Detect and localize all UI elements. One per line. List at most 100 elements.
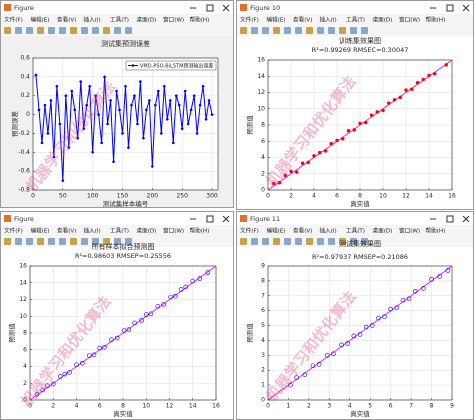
menu-item[interactable]: 工具(T)	[346, 228, 365, 235]
menu-item[interactable]: 插入(I)	[320, 227, 337, 235]
toolbar-icon[interactable]	[317, 27, 324, 34]
toolbar-icon[interactable]	[240, 238, 247, 245]
data-point	[118, 108, 121, 112]
menu-item[interactable]: 编辑(E)	[267, 16, 286, 24]
toolbar-icon[interactable]	[48, 27, 55, 34]
menu-item[interactable]: 文件(F)	[240, 227, 259, 235]
menu-item[interactable]: 编辑(E)	[31, 227, 50, 235]
maximize-button[interactable]	[206, 4, 214, 12]
menu-item[interactable]: 工具(T)	[346, 17, 365, 24]
menu-item[interactable]: 插入(I)	[84, 16, 101, 24]
menu-item[interactable]: 窗口(W)	[399, 227, 420, 235]
toolbar-icon[interactable]	[26, 27, 33, 34]
maximize-button[interactable]	[446, 4, 454, 12]
toolbar-icon[interactable]	[295, 238, 302, 245]
menu-item[interactable]: 查看(V)	[57, 16, 76, 24]
menu-item[interactable]: 编辑(E)	[31, 16, 50, 24]
menu-item[interactable]: 窗口(W)	[399, 16, 420, 24]
menu-item[interactable]: 桌面(D)	[137, 16, 157, 24]
toolbar-icon[interactable]	[361, 238, 368, 245]
toolbar-icon[interactable]	[103, 27, 110, 34]
toolbar-icon[interactable]	[273, 27, 280, 34]
toolbar-icon[interactable]	[114, 238, 121, 245]
menu-item[interactable]: 文件(F)	[4, 227, 23, 235]
menu-item[interactable]: 工具(T)	[110, 17, 129, 24]
toolbar-icon[interactable]	[92, 238, 99, 245]
menu-item[interactable]: 桌面(D)	[137, 227, 157, 235]
menu-item[interactable]: 查看(V)	[293, 227, 312, 235]
menu-item[interactable]: 帮助(H)	[426, 16, 446, 24]
toolbar-icon[interactable]	[251, 238, 258, 245]
toolbar-icon[interactable]	[328, 27, 335, 34]
toolbar-icon[interactable]	[328, 238, 335, 245]
toolbar-icon[interactable]	[251, 27, 258, 34]
toolbar-icon[interactable]	[350, 27, 357, 34]
data-point	[106, 122, 109, 126]
menu-item[interactable]: 窗口(W)	[163, 16, 184, 24]
x-tick-label: 12	[402, 193, 410, 200]
toolbar-icon[interactable]	[4, 238, 11, 245]
toolbar-icon[interactable]	[48, 238, 55, 245]
toolbar-icon[interactable]	[262, 27, 269, 34]
toolbar-icon[interactable]	[81, 238, 88, 245]
toolbar-icon[interactable]	[70, 27, 77, 34]
toolbar-icon[interactable]	[317, 238, 324, 245]
menu-item[interactable]: 窗口(W)	[163, 227, 184, 235]
maximize-button[interactable]	[446, 215, 454, 223]
toolbar-icon[interactable]	[361, 27, 368, 34]
menu-item[interactable]: 插入(I)	[84, 227, 101, 235]
toolbar-icon[interactable]	[273, 238, 280, 245]
toolbar-icon[interactable]	[26, 238, 33, 245]
toolbar-icon[interactable]	[37, 238, 44, 245]
toolbar-icon[interactable]	[240, 27, 247, 34]
toolbar-icon[interactable]	[114, 27, 121, 34]
data-point	[204, 117, 208, 121]
toolbar-icon[interactable]	[339, 27, 346, 34]
toolbar-icon[interactable]	[15, 238, 22, 245]
x-tick-label: 2	[51, 403, 55, 410]
toolbar-icon[interactable]	[59, 27, 66, 34]
toolbar-icon[interactable]	[81, 27, 88, 34]
maximize-button[interactable]	[206, 215, 214, 223]
toolbar-icon[interactable]	[262, 238, 269, 245]
toolbar-icon[interactable]	[4, 27, 11, 34]
menu-item[interactable]: 查看(V)	[293, 16, 312, 24]
menu-item[interactable]: 工具(T)	[110, 228, 129, 235]
data-point	[302, 372, 308, 377]
toolbar-icon[interactable]	[339, 238, 346, 245]
data-point	[357, 332, 363, 337]
toolbar-icon[interactable]	[350, 238, 357, 245]
toolbar-icon[interactable]	[59, 238, 66, 245]
menu-item[interactable]: 编辑(E)	[267, 227, 286, 235]
menu-item[interactable]: 桌面(D)	[373, 227, 393, 235]
toolbar-icon[interactable]	[306, 238, 313, 245]
close-button[interactable]	[462, 4, 470, 12]
toolbar-icon[interactable]	[284, 27, 291, 34]
toolbar-icon[interactable]	[306, 27, 313, 34]
toolbar-icon[interactable]	[284, 238, 291, 245]
menu-item[interactable]: 帮助(H)	[190, 227, 210, 235]
menu-item[interactable]: 文件(F)	[240, 16, 259, 24]
toolbar-icon[interactable]	[103, 238, 110, 245]
menu-item[interactable]: 文件(F)	[4, 16, 23, 24]
data-point	[201, 84, 205, 88]
menu-item[interactable]: 桌面(D)	[373, 16, 393, 24]
toolbar-icon[interactable]	[92, 27, 99, 34]
toolbar-icon[interactable]	[125, 238, 132, 245]
y-tick-label: 8	[23, 330, 27, 337]
menu-item[interactable]: 帮助(H)	[426, 227, 446, 235]
menu-item[interactable]: 查看(V)	[57, 227, 76, 235]
close-button[interactable]	[462, 215, 470, 223]
close-button[interactable]	[222, 4, 230, 12]
data-point	[197, 276, 203, 281]
toolbar-icon[interactable]	[125, 27, 132, 34]
menu-item[interactable]: 插入(I)	[320, 16, 337, 24]
menu-item[interactable]: 帮助(H)	[190, 16, 210, 24]
data-point	[400, 297, 406, 303]
toolbar-icon[interactable]	[295, 27, 302, 34]
toolbar-icon[interactable]	[70, 238, 77, 245]
toolbar-icon[interactable]	[15, 27, 22, 34]
close-button[interactable]	[222, 215, 230, 223]
toolbar-icon[interactable]	[37, 27, 44, 34]
data-point	[437, 274, 443, 279]
